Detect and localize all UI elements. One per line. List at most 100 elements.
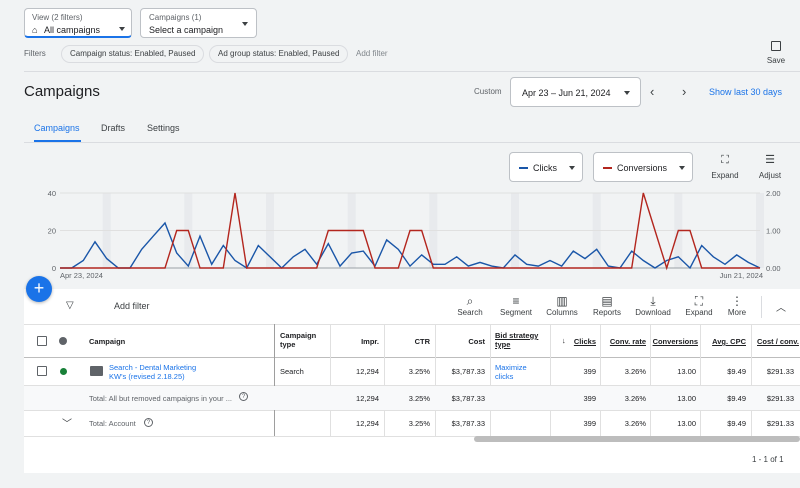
header-campaign[interactable]: Campaign — [89, 337, 126, 346]
filter-chip-ad-group-status[interactable]: Ad group status: Enabled, Paused — [209, 45, 349, 63]
cell-cost: $3,787.33 — [451, 394, 485, 403]
columns-tool[interactable]: ▥ Columns — [542, 294, 582, 317]
metric-clicks-label: Clicks — [533, 163, 557, 173]
tab-campaigns[interactable]: Campaigns — [34, 123, 80, 133]
metric-selector-conversions[interactable]: Conversions — [593, 152, 693, 182]
expand-tool[interactable]: ⛶ Expand — [679, 294, 719, 317]
chart-expand-button[interactable]: ⛶ Expand — [709, 155, 741, 181]
cell-clicks: 399 — [583, 367, 596, 376]
download-icon: ⤓ — [650, 294, 656, 308]
cell-avg-cpc: $9.49 — [727, 394, 746, 403]
header-ctr[interactable]: CTR — [414, 337, 430, 346]
add-filter-link[interactable]: Add filter — [356, 49, 388, 58]
x-end-tick-label: Jun 21, 2024 — [720, 271, 763, 280]
y-left-tick-label: 40 — [48, 189, 56, 198]
sort-arrow-icon: ↓ — [562, 336, 566, 345]
header-conversions[interactable]: Conversions — [652, 337, 698, 346]
next-period-icon[interactable]: › — [682, 84, 687, 99]
cell-impr: 12,294 — [356, 367, 379, 376]
row-divider — [24, 436, 800, 437]
add-campaign-button[interactable]: + — [26, 276, 52, 302]
chart-adjust-button[interactable]: ☰ Adjust — [754, 155, 786, 181]
save-label: Save — [766, 56, 786, 65]
campaign-name-link[interactable]: Search - Dental Marketing KW's (revised … — [109, 363, 197, 381]
table-add-filter[interactable]: Add filter — [114, 301, 150, 311]
cell-conversions: 13.00 — [677, 419, 696, 428]
enabled-status-dot — [60, 368, 67, 375]
horizontal-scrollbar[interactable] — [474, 436, 800, 442]
column-divider — [700, 324, 701, 436]
header-cost-per-conv[interactable]: Cost / conv. — [757, 337, 799, 346]
download-tool[interactable]: ⤓ Download — [633, 294, 673, 317]
cell-ctr: 3.25% — [408, 394, 430, 403]
row-checkbox[interactable] — [37, 366, 47, 376]
campaigns-label: Campaigns (1) — [149, 13, 202, 22]
more-tool-label: More — [727, 308, 747, 317]
clicks-color-swatch — [519, 167, 528, 169]
reports-tool[interactable]: ▤ Reports — [587, 294, 627, 317]
help-icon[interactable]: ? — [239, 392, 248, 401]
home-icon: ⌂ — [32, 25, 38, 35]
save-button[interactable]: Save — [762, 41, 790, 65]
page-title: Campaigns — [24, 83, 100, 100]
column-divider — [490, 324, 491, 436]
tab-drafts[interactable]: Drafts — [101, 123, 126, 133]
conversions-color-swatch — [603, 167, 612, 169]
search-tool[interactable]: ⌕ Search — [450, 294, 490, 317]
cell-cost: $3,787.33 — [451, 367, 485, 376]
view-value: All campaigns — [44, 25, 101, 35]
cell-bid-strategy-link[interactable]: Maximize clicks — [495, 363, 527, 381]
cell-ctr: 3.25% — [408, 367, 430, 376]
cell-clicks: 399 — [583, 419, 596, 428]
y-right-tick-label: 1.00 — [766, 227, 781, 236]
segment-tool-label: Segment — [499, 308, 533, 317]
table-card — [24, 289, 800, 473]
chevron-down-icon — [569, 166, 575, 170]
cell-avg-cpc: $9.49 — [727, 419, 746, 428]
chart-series — [60, 192, 761, 271]
chevron-down-icon — [119, 27, 125, 31]
column-divider — [384, 324, 385, 436]
cell-conv-rate: 3.26% — [624, 367, 646, 376]
more-tool[interactable]: ⋮ More — [717, 294, 757, 317]
date-range-value: Apr 23 – Jun 21, 2024 — [522, 88, 611, 98]
metric-conversions-label: Conversions — [617, 163, 668, 173]
cell-impr: 12,294 — [356, 394, 379, 403]
cell-clicks: 399 — [583, 394, 596, 403]
filter-chip-campaign-status[interactable]: Campaign status: Enabled, Paused — [61, 45, 205, 63]
collapse-chevron-up-icon[interactable]: ︿ — [776, 303, 786, 314]
filter-icon[interactable]: ▽ — [66, 300, 74, 311]
segment-icon: ≡ — [512, 294, 520, 308]
header-cost[interactable]: Cost — [468, 337, 485, 346]
help-icon[interactable]: ? — [144, 418, 153, 427]
cell-conv-rate: 3.26% — [624, 419, 646, 428]
header-clicks[interactable]: Clicks — [573, 337, 596, 346]
tab-settings[interactable]: Settings — [147, 123, 180, 133]
metric-selector-clicks[interactable]: Clicks — [509, 152, 583, 182]
header-campaign-type[interactable]: Campaign type — [280, 331, 317, 349]
chart-tick-labels: 40 20 0 2.00 1.00 0.00 Apr 23, 2024 Jun 21, 202… — [48, 189, 781, 280]
segment-tool[interactable]: ≡ Segment — [496, 294, 536, 317]
cell-cost-per-conv: $291.33 — [766, 394, 794, 403]
chart-expand-label: Expand — [711, 171, 739, 180]
row-divider — [24, 324, 800, 325]
header-impr[interactable]: Impr. — [361, 337, 379, 346]
total-row-bg — [24, 386, 800, 410]
cell-cost-per-conv: $291.33 — [766, 419, 794, 428]
row-divider — [24, 385, 800, 386]
divider — [24, 142, 800, 143]
expand-row-chevron-icon[interactable]: ﹀ — [62, 419, 72, 430]
search-icon: ⌕ — [466, 294, 474, 308]
cell-campaign-type: Search — [280, 367, 304, 376]
cell-conv-rate: 3.26% — [624, 394, 646, 403]
date-range-selector[interactable]: Apr 23 – Jun 21, 2024 — [510, 77, 641, 107]
header-avg-cpc[interactable]: Avg. CPC — [712, 337, 746, 346]
view-selector[interactable]: View (2 filters) ⌂ All campaigns — [24, 8, 132, 38]
header-bid-strategy-type[interactable]: Bid strategy type — [495, 331, 539, 349]
previous-period-icon[interactable]: ‹ — [650, 84, 655, 99]
campaign-selector[interactable]: Campaigns (1) Select a campaign — [140, 8, 257, 38]
select-all-checkbox[interactable] — [37, 336, 47, 346]
x-start-tick-label: Apr 23, 2024 — [60, 271, 103, 280]
header-conv-rate[interactable]: Conv. rate — [609, 337, 646, 346]
show-last-30-days-link[interactable]: Show last 30 days — [709, 87, 783, 97]
